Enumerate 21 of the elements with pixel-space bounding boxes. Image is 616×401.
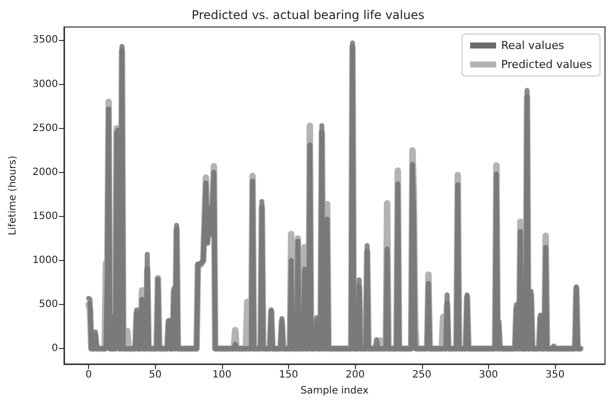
y-axis-title: Lifetime (hours) <box>8 156 18 236</box>
chart-title: Predicted vs. actual bearing life values <box>192 8 424 22</box>
y-tick-label: 2000 <box>32 166 58 178</box>
y-tick-label: 0 <box>52 343 58 354</box>
x-tick-label: 0 <box>85 370 92 380</box>
y-tick-label: 1000 <box>32 254 58 266</box>
x-tick-label: 100 <box>212 370 232 380</box>
x-tick-label: 200 <box>346 370 365 380</box>
y-tick-label: 3500 <box>32 34 58 46</box>
legend-label: Predicted values <box>501 58 592 71</box>
legend-label: Real values <box>501 39 564 52</box>
x-tick-label: 150 <box>278 370 298 380</box>
x-tick-label: 50 <box>148 370 162 380</box>
y-tick-label: 500 <box>38 299 58 310</box>
x-tick-label: 250 <box>412 370 432 380</box>
y-tick-label: 2500 <box>32 122 58 134</box>
x-tick-label: 300 <box>478 370 498 380</box>
x-tick-label: 350 <box>545 370 565 380</box>
x-axis-title: Sample index <box>300 386 369 396</box>
y-tick-label: 3000 <box>32 78 58 90</box>
y-tick-label: 1500 <box>32 210 58 222</box>
